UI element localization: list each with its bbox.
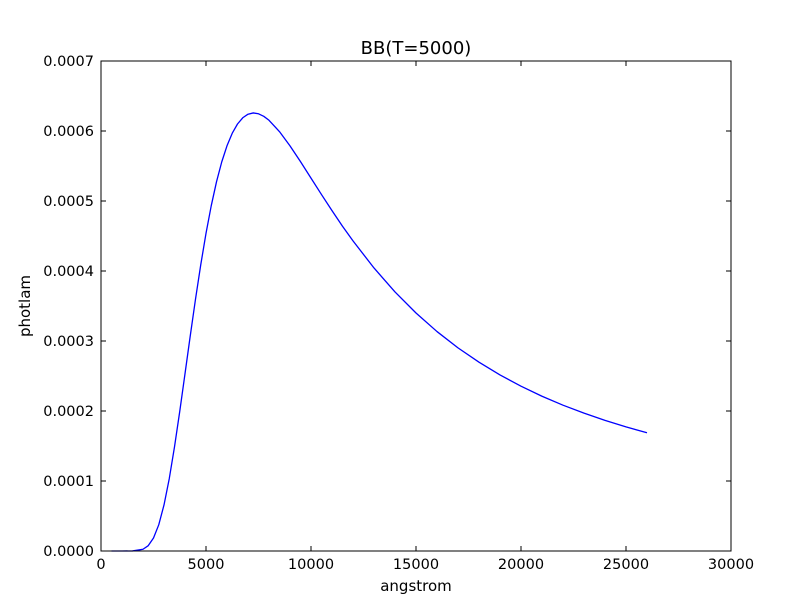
series-line-0 [111, 112, 648, 552]
y-tick-label: 0.0001 [43, 474, 94, 490]
ticks-layer: 0 5000 10000 15000 20000 25000 30000 0.0000 0.00… [43, 54, 754, 573]
x-tick-label: 15000 [393, 557, 439, 573]
y-tick-label: 0.0002 [43, 404, 94, 420]
y-axis-title: photlam [16, 275, 34, 337]
x-tick-label: 20000 [498, 557, 544, 573]
x-tick-label: 25000 [603, 557, 649, 573]
y-tick-label: 0.0004 [43, 264, 94, 280]
plot-layer [111, 112, 648, 552]
y-tick-label: 0.0005 [43, 194, 94, 210]
y-tick-label: 0.0006 [43, 124, 94, 140]
y-tick-label: 0.0007 [43, 54, 94, 70]
chart-title: BB(T=5000) [361, 38, 472, 59]
y-tick-label: 0.0003 [43, 334, 94, 350]
x-tick-label: 5000 [188, 557, 225, 573]
x-tick-label: 30000 [708, 557, 754, 573]
x-axis-title: angstrom [380, 577, 452, 595]
y-tick-label: 0.0000 [43, 544, 94, 560]
plot-frame [100, 60, 732, 552]
x-tick-label: 0 [96, 557, 105, 573]
x-tick-label: 10000 [288, 557, 334, 573]
